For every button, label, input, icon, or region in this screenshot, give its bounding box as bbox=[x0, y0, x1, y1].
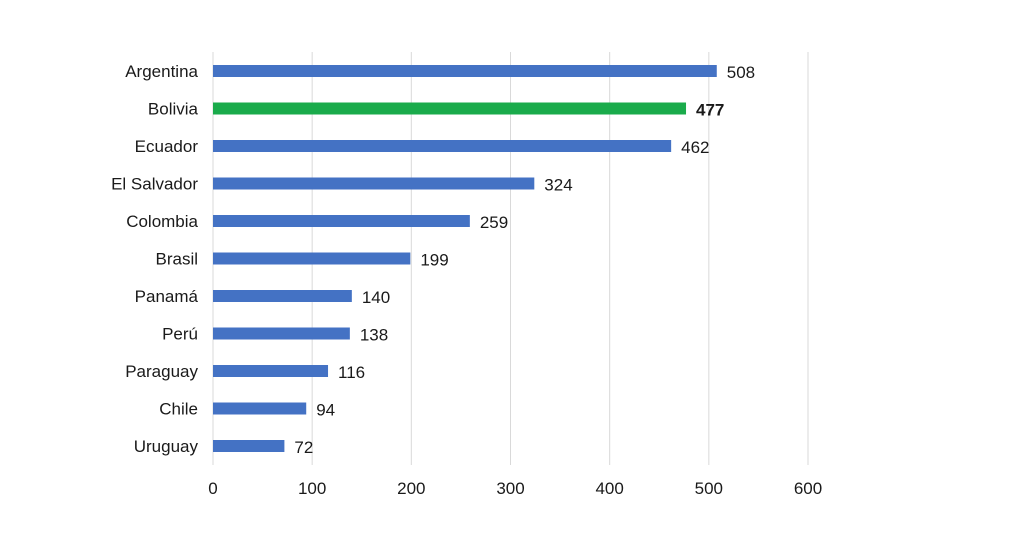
value-label: 72 bbox=[294, 438, 313, 457]
x-tick-label: 300 bbox=[496, 479, 524, 498]
value-label: 199 bbox=[420, 251, 448, 270]
value-label: 94 bbox=[316, 401, 335, 420]
value-label: 138 bbox=[360, 326, 388, 345]
bar-chile bbox=[213, 402, 307, 415]
x-tick-label: 200 bbox=[397, 479, 425, 498]
category-labels: Argentina Bolivia Ecuador El Salvador Colomb… bbox=[111, 62, 198, 456]
grid-lines bbox=[212, 52, 809, 465]
category-label: Bolivia bbox=[148, 100, 199, 119]
x-tick-label: 400 bbox=[595, 479, 623, 498]
category-label: Brasil bbox=[155, 250, 198, 269]
x-tick-label: 0 bbox=[208, 479, 217, 498]
value-label: 508 bbox=[727, 63, 755, 82]
category-label: Panamá bbox=[135, 287, 199, 306]
value-label: 140 bbox=[362, 288, 390, 307]
value-label: 477 bbox=[696, 101, 724, 120]
category-label: Argentina bbox=[125, 62, 198, 81]
bar-brasil bbox=[213, 252, 411, 265]
bar-argentina bbox=[213, 65, 717, 77]
value-label: 324 bbox=[544, 176, 572, 195]
x-tick-label: 600 bbox=[794, 479, 822, 498]
x-tick-label: 100 bbox=[298, 479, 326, 498]
category-label: El Salvador bbox=[111, 175, 198, 194]
x-axis-tick-labels: 0 100 200 300 400 500 600 bbox=[208, 479, 822, 498]
bar-uruguay bbox=[213, 440, 285, 452]
bar-paraguay bbox=[213, 365, 329, 377]
value-label: 462 bbox=[681, 138, 709, 157]
bar-colombia bbox=[213, 215, 470, 227]
bar-bolivia bbox=[213, 102, 687, 115]
bar-panam- bbox=[213, 290, 352, 302]
category-label: Uruguay bbox=[134, 437, 199, 456]
x-tick-label: 500 bbox=[695, 479, 723, 498]
category-label: Perú bbox=[162, 325, 198, 344]
bar-per- bbox=[213, 327, 350, 340]
bar-el-salvador bbox=[213, 177, 535, 190]
bars bbox=[213, 65, 717, 452]
bar-ecuador bbox=[213, 140, 672, 152]
category-label: Chile bbox=[159, 400, 198, 419]
category-label: Ecuador bbox=[135, 137, 199, 156]
value-label: 116 bbox=[338, 363, 365, 382]
category-label: Paraguay bbox=[125, 362, 198, 381]
value-label: 259 bbox=[480, 213, 508, 232]
category-label: Colombia bbox=[126, 212, 198, 231]
